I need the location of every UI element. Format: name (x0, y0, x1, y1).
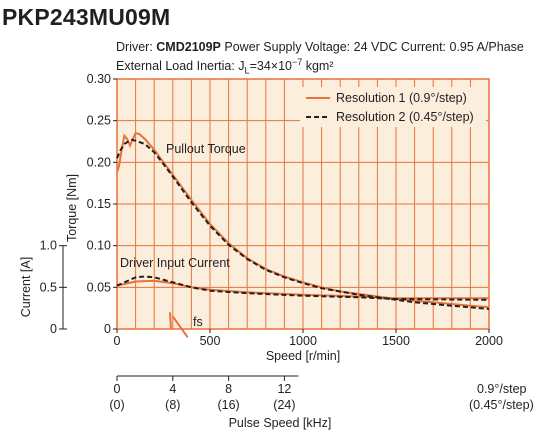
pullout-torque-label: Pullout Torque (166, 142, 246, 156)
pulse-axis-label: Pulse Speed [kHz] (229, 416, 332, 430)
torque-tick-label: 0.05 (87, 280, 111, 294)
pulse-tick-label-res2: (24) (273, 398, 295, 412)
speed-tick-label: 1000 (289, 334, 317, 348)
torque-tick-label: 0.25 (87, 114, 111, 128)
current-tick-label: 0 (50, 322, 57, 336)
speed-axis-label: Speed [r/min] (266, 349, 340, 363)
pulse-tick-label-res1: 8 (225, 382, 232, 396)
page-title: PKP243MU09M (2, 4, 171, 30)
torque-tick-label: 0.20 (87, 155, 111, 169)
pulse-tick-label-res2: (0) (109, 398, 124, 412)
current-axis-label: Current [A] (19, 257, 33, 317)
pullout-torque-curve-2 (116, 138, 490, 310)
legend-box (300, 87, 486, 127)
driver-input-current-label: Driver Input Current (120, 256, 230, 270)
torque-tick-label: 0.15 (87, 197, 111, 211)
speed-tick-label: 1500 (382, 334, 410, 348)
pulse-res2-note: (0.45°/step) (469, 398, 534, 412)
curves: Pullout Torque Driver Input Current fs (116, 132, 490, 338)
current-tick-label: 0.5 (40, 280, 57, 294)
input-current-curve-2 (116, 275, 490, 301)
legend-entry-2: Resolution 2 (0.45°/step) (336, 110, 474, 124)
speed-tick-label: 500 (200, 334, 221, 348)
load-inertia-line: External Load Inertia: JL=34×10−7 kgm² (116, 57, 334, 76)
torque-axis-label: Torque [Nm] (65, 174, 79, 242)
pullout-torque-curve-1 (116, 132, 490, 309)
axes: 0 0.05 0.10 0.15 0.20 0.25 0.30 0 0.5 1.0 0 500 1000… (40, 72, 534, 412)
speed-tick-label: 2000 (475, 334, 503, 348)
pulse-res1-note: 0.9°/step (477, 382, 527, 396)
fs-curve (171, 315, 189, 338)
pulse-tick-label-res1: 0 (114, 382, 121, 396)
torque-tick-label: 0 (104, 322, 111, 336)
legend-entry-1: Resolution 1 (0.9°/step) (336, 91, 467, 105)
axis-labels: Speed [r/min] Pulse Speed [kHz] Torque [Nm… (19, 174, 340, 430)
pulse-tick-label-res1: 12 (277, 382, 291, 396)
torque-tick-label: 0.10 (87, 239, 111, 253)
driver-conditions-line: Driver: CMD2109P Power Supply Voltage: 2… (116, 40, 524, 54)
pulse-tick-label-res2: (16) (217, 398, 239, 412)
fs-label: fs (193, 315, 203, 329)
pulse-tick-label-res2: (8) (165, 398, 180, 412)
speed-tick-label: 0 (114, 334, 121, 348)
pulse-tick-label-res1: 4 (169, 382, 176, 396)
driver-model: CMD2109P (156, 40, 221, 54)
legend: Resolution 1 (0.9°/step) Resolution 2 (0.… (300, 87, 486, 127)
current-tick-label: 1.0 (40, 239, 57, 253)
fs-curve-tick (169, 312, 172, 330)
torque-tick-label: 0.30 (87, 72, 111, 86)
